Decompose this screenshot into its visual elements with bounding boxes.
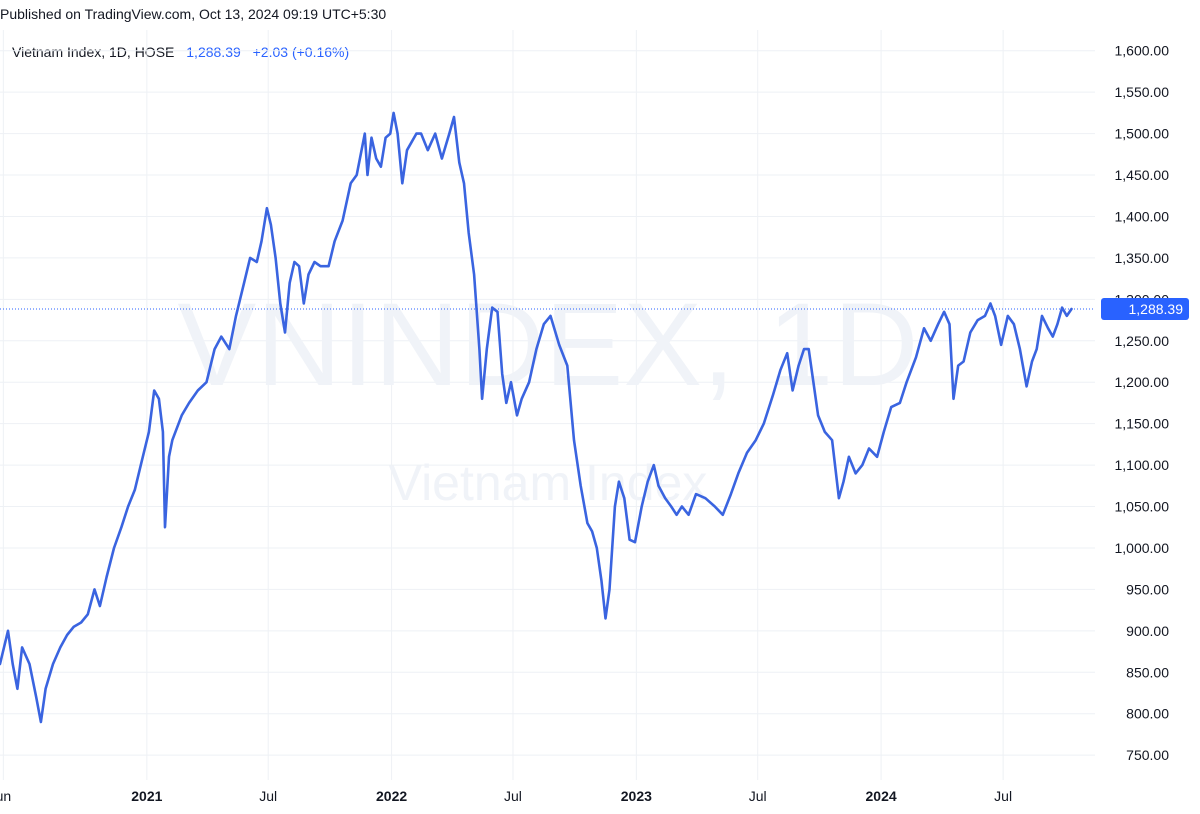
y-tick-label: 1,600.00 xyxy=(1115,43,1170,59)
x-tick-label: 2022 xyxy=(376,788,407,804)
y-tick-label: 800.00 xyxy=(1126,706,1169,722)
y-tick-label: 1,050.00 xyxy=(1115,499,1170,515)
y-tick-label: 850.00 xyxy=(1126,664,1169,680)
x-tick-label: Jul xyxy=(749,788,767,804)
y-tick-label: 1,550.00 xyxy=(1115,84,1170,100)
y-tick-label: 1,000.00 xyxy=(1115,540,1170,556)
y-axis: 1,600.00 1,550.00 1,500.00 1,450.00 1,400.00… xyxy=(1115,43,1170,763)
x-tick-label: 2023 xyxy=(621,788,652,804)
y-tick-label: 900.00 xyxy=(1126,623,1169,639)
last-price-label-bg xyxy=(1101,297,1189,320)
y-tick-label: 1,400.00 xyxy=(1115,208,1170,224)
y-tick-label: 1,500.00 xyxy=(1115,126,1170,142)
y-tick-label: 1,450.00 xyxy=(1115,167,1170,183)
last-value: 1,288.39 xyxy=(186,44,241,60)
y-tick-label: 1,350.00 xyxy=(1115,250,1170,266)
y-tick-label: 1,200.00 xyxy=(1115,374,1170,390)
x-tick-label: 2021 xyxy=(131,788,162,804)
y-tick-label: 750.00 xyxy=(1126,747,1169,763)
symbol-legend: Vietnam Index, 1D, HOSE 1,288.39 +2.03 (… xyxy=(12,44,349,60)
x-axis: un 2021 Jul 2022 Jul 2023 Jul 2024 Jul xyxy=(0,788,1012,804)
y-tick-label: 1,250.00 xyxy=(1115,333,1170,349)
last-price-label-text: 1,288.39 xyxy=(1129,301,1184,317)
y-tick-label: 950.00 xyxy=(1126,581,1169,597)
x-tick-label: 2024 xyxy=(866,788,897,804)
y-tick-label: 1,100.00 xyxy=(1115,457,1170,473)
symbol-name[interactable]: Vietnam Index, 1D, HOSE xyxy=(12,44,175,60)
price-change: +2.03 (+0.16%) xyxy=(252,44,350,60)
last-price-label: 1,288.39 xyxy=(1101,297,1189,320)
x-tick-label: un xyxy=(0,788,11,804)
x-tick-label: Jul xyxy=(994,788,1012,804)
x-tick-label: Jul xyxy=(259,788,277,804)
y-tick-label: 1,150.00 xyxy=(1115,416,1170,432)
series-line xyxy=(0,111,1073,724)
grid xyxy=(0,30,1095,780)
published-caption: Published on TradingView.com, Oct 13, 20… xyxy=(0,6,387,22)
watermark-symbol: VNINDEX, 1D xyxy=(178,279,919,411)
vnindex-price-line xyxy=(0,111,1073,724)
watermark-name: Vietnam Index xyxy=(389,455,708,511)
x-tick-label: Jul xyxy=(504,788,522,804)
